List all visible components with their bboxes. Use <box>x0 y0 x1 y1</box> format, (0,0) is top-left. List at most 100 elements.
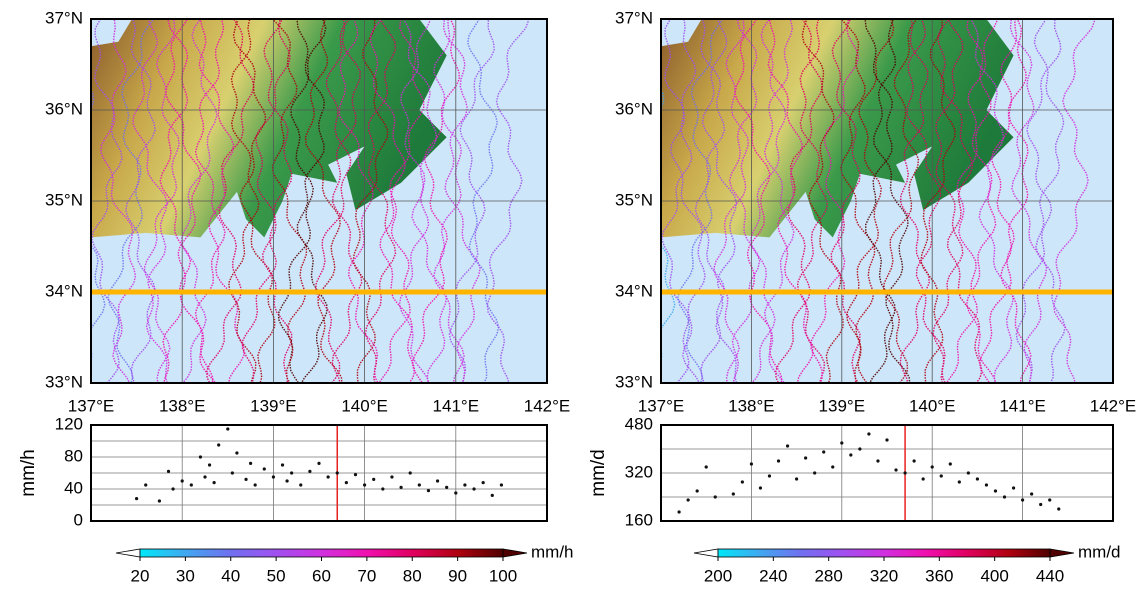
track <box>801 19 844 383</box>
point <box>335 471 339 475</box>
track <box>810 19 860 383</box>
track <box>932 19 964 383</box>
track <box>442 19 481 383</box>
point <box>948 462 952 466</box>
y-tick-label: 36°N <box>45 99 83 118</box>
point <box>285 479 289 483</box>
track <box>840 19 876 383</box>
track <box>899 19 930 383</box>
plot-frame <box>660 424 1114 522</box>
point <box>993 489 998 493</box>
point <box>189 483 193 487</box>
track <box>970 19 1015 383</box>
point <box>381 487 385 491</box>
track <box>304 19 343 383</box>
track <box>749 19 787 383</box>
point <box>253 483 257 487</box>
sea <box>91 19 133 47</box>
x-tick-label: 138°E <box>159 396 206 415</box>
point <box>930 465 934 469</box>
track <box>352 19 389 383</box>
point <box>317 461 321 465</box>
point <box>1039 502 1043 507</box>
point <box>490 493 494 497</box>
x-tick-label: 142°E <box>1090 396 1137 415</box>
point <box>695 489 699 493</box>
point <box>966 471 970 475</box>
point <box>363 483 367 487</box>
point <box>390 475 394 479</box>
point <box>939 474 943 478</box>
point <box>230 471 234 475</box>
track <box>296 19 328 383</box>
track <box>830 19 861 383</box>
track <box>124 19 156 383</box>
under-triangle <box>115 548 141 558</box>
land <box>661 19 1014 238</box>
tick-label: 400 <box>980 566 1008 585</box>
tick-label: 60 <box>312 566 331 585</box>
track <box>864 19 896 383</box>
point <box>144 483 148 487</box>
point <box>758 486 763 490</box>
point <box>894 468 898 472</box>
tick-label: 200 <box>704 566 732 585</box>
track <box>1053 19 1096 383</box>
tick-label: 440 <box>1036 566 1064 585</box>
track <box>262 19 293 383</box>
point <box>399 485 403 489</box>
track <box>277 19 327 383</box>
colorbar <box>139 548 504 558</box>
track <box>398 19 431 383</box>
x-tick-label: 140°E <box>909 396 956 415</box>
x-tick-label: 139°E <box>250 396 297 415</box>
y-tick-label: 33°N <box>45 372 83 391</box>
y-tick-label: 37°N <box>615 8 653 27</box>
point <box>912 459 916 463</box>
point <box>353 473 358 477</box>
point <box>481 481 485 485</box>
point <box>198 455 203 459</box>
point <box>308 469 312 473</box>
under-triangle <box>693 548 719 558</box>
tick-label: 50 <box>267 566 286 585</box>
point <box>686 498 690 502</box>
colorbar-label: mm/h <box>531 542 574 561</box>
track <box>364 19 397 383</box>
track <box>228 19 260 383</box>
point <box>499 483 503 487</box>
track <box>486 19 530 383</box>
point <box>1048 498 1052 502</box>
track <box>1000 19 1032 383</box>
y-tick-label: 35°N <box>45 190 83 209</box>
over-triangle <box>1049 548 1075 558</box>
point <box>731 492 735 496</box>
point <box>463 483 467 487</box>
tick-label: 20 <box>131 566 150 585</box>
x-tick-label: 141°E <box>999 396 1046 415</box>
point <box>677 510 681 514</box>
track <box>194 19 226 383</box>
track <box>713 19 750 383</box>
point <box>435 479 440 483</box>
track <box>433 19 465 383</box>
point <box>822 450 826 454</box>
track <box>1009 19 1048 383</box>
point <box>776 459 781 463</box>
point <box>749 462 754 466</box>
point <box>244 477 248 481</box>
point <box>212 481 216 485</box>
x-tick-label: 140°E <box>341 396 388 415</box>
map-area <box>91 19 547 383</box>
y-tick-label: 36°N <box>615 99 653 118</box>
track <box>661 19 693 383</box>
point <box>171 487 175 491</box>
colorbar-label: mm/d <box>1078 542 1121 561</box>
y-axis-label: mm/h <box>18 449 39 497</box>
point <box>157 499 161 503</box>
y-tick-label: 35°N <box>615 190 653 209</box>
x-tick-label: 139°E <box>819 396 866 415</box>
point <box>785 444 790 448</box>
tick-label: 30 <box>176 566 195 585</box>
track <box>402 19 448 383</box>
